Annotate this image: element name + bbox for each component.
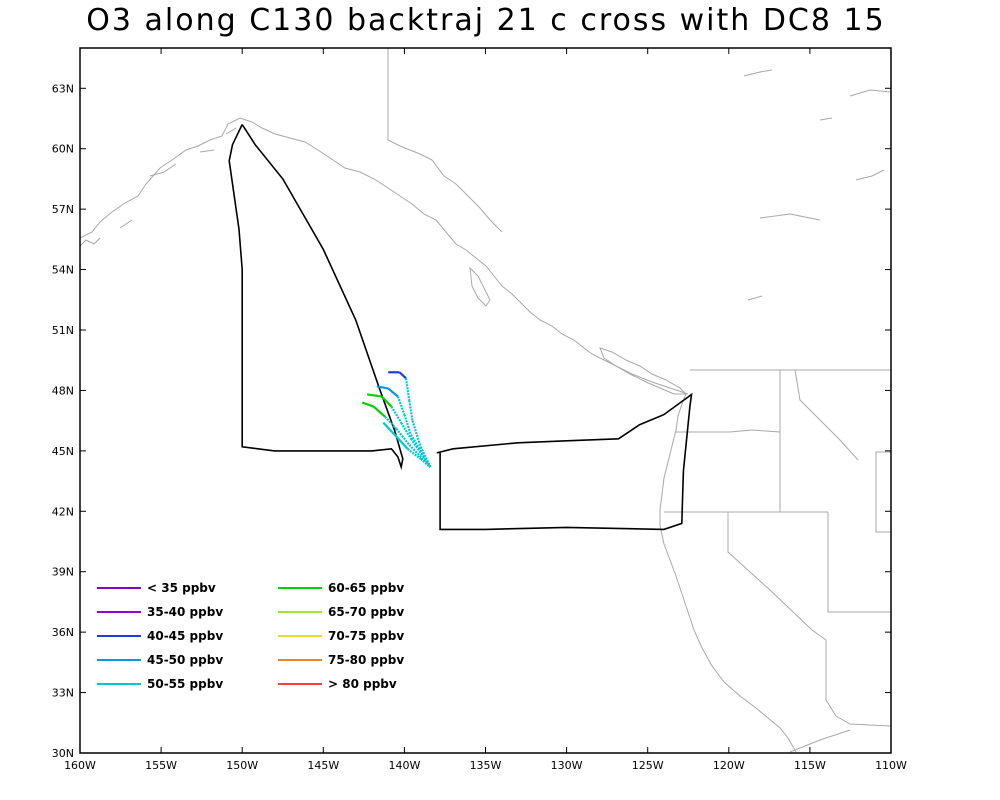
lon-tick-label-7: 125W	[632, 759, 664, 772]
legend-label-7: 70-75 ppbv	[328, 629, 404, 643]
washington-oregon-border	[676, 429, 781, 433]
lat-tick-label-0: 30N	[52, 747, 74, 760]
legend-label-3: 45-50 ppbv	[147, 653, 223, 667]
nevada-utah-border	[827, 512, 891, 613]
trajectory-3-segment-3	[395, 428, 411, 446]
trajectory-3-segment-2	[384, 415, 398, 430]
us-west-coastline	[659, 393, 797, 753]
dc8-flight-track	[228, 124, 404, 471]
trajectory-0-segment-3	[408, 400, 414, 421]
legend-label-8: 75-80 ppbv	[328, 653, 404, 667]
legend-label-5: 60-65 ppbv	[328, 581, 404, 595]
lat-tick-label-11: 63N	[52, 82, 74, 95]
lon-tick-label-4: 140W	[388, 759, 420, 772]
trajectory-1-segment-0	[376, 385, 389, 390]
trajectory-1-segment-2	[396, 396, 406, 415]
trajectory-0-segment-1	[398, 371, 407, 380]
trajectory-1-segment-3	[403, 414, 412, 436]
trajectory-2-segment-2	[390, 405, 403, 424]
lon-tick-label-6: 130W	[551, 759, 583, 772]
legend: < 35 ppbv 35-40 ppbv 40-45 ppbv 45-50 ppbv 5…	[97, 581, 404, 691]
lat-tick-label-3: 39N	[52, 566, 74, 579]
lon-tick-label-8: 120W	[713, 759, 745, 772]
back-trajectories	[361, 371, 432, 468]
lat-tick-label-5: 45N	[52, 445, 74, 458]
legend-label-4: 50-55 ppbv	[147, 677, 223, 691]
lon-tick-label-10: 110W	[875, 759, 907, 772]
lon-tick-label-0: 160W	[64, 759, 96, 772]
lon-tick-label-1: 155W	[145, 759, 177, 772]
lon-tick-label-9: 115W	[794, 759, 826, 772]
utah-box	[875, 451, 891, 533]
geography-layer	[80, 48, 891, 753]
alaska-canada-border	[387, 48, 503, 233]
lon-tick-label-5: 135W	[470, 759, 502, 772]
chart-title: O3 along C130 backtraj 21 c cross with D…	[86, 3, 885, 38]
plot-frame	[79, 47, 892, 754]
trajectory-4-segment-0	[382, 421, 396, 436]
mexico-border	[789, 729, 851, 753]
haida-gwaii-coast	[469, 266, 491, 307]
trajectory-0-segment-4	[411, 420, 422, 448]
nevada-border	[727, 512, 827, 700]
trajectory-0-segment-2	[404, 378, 411, 401]
trajectory-1-segment-1	[387, 387, 399, 398]
northern-lakes	[743, 69, 891, 301]
trajectory-2-segment-3	[400, 422, 412, 440]
lon-tick-label-2: 150W	[226, 759, 258, 772]
idaho-montana-border	[794, 369, 859, 461]
trajectory-4-segment-3	[419, 458, 432, 468]
lat-tick-label-7: 51N	[52, 324, 74, 337]
lat-tick-label-8: 54N	[52, 264, 74, 277]
lat-tick-label-6: 48N	[52, 384, 74, 397]
trajectory-4-segment-1	[393, 433, 409, 450]
vancouver-island-coast	[599, 347, 688, 395]
arizona-border	[825, 699, 891, 727]
alaska-coastline	[80, 117, 689, 395]
legend-label-9: > 80 ppbv	[328, 677, 397, 691]
c130-flight-track	[436, 392, 693, 531]
legend-label-6: 65-70 ppbv	[328, 605, 404, 619]
lat-tick-label-9: 57N	[52, 203, 74, 216]
lon-tick-label-3: 145W	[307, 759, 339, 772]
flight-tracks	[228, 124, 693, 531]
lat-tick-label-2: 36N	[52, 626, 74, 639]
legend-label-2: 40-45 ppbv	[147, 629, 223, 643]
trajectory-4-segment-2	[406, 447, 422, 460]
axis-ticks: 160W 155W 150W 145W 140W 135W 130W 125W 120W 115W…	[52, 48, 907, 772]
alaska-interior-coast	[80, 127, 237, 247]
lat-tick-label-4: 42N	[52, 505, 74, 518]
lat-tick-label-1: 33N	[52, 687, 74, 700]
trajectory-3-segment-0	[361, 401, 374, 408]
trajectory-2-segment-1	[380, 395, 393, 408]
trajectory-2-segment-0	[366, 393, 382, 398]
lat-tick-label-10: 60N	[52, 143, 74, 156]
legend-label-0: < 35 ppbv	[147, 581, 216, 595]
trajectory-3-segment-1	[372, 405, 386, 418]
legend-label-1: 35-40 ppbv	[147, 605, 223, 619]
